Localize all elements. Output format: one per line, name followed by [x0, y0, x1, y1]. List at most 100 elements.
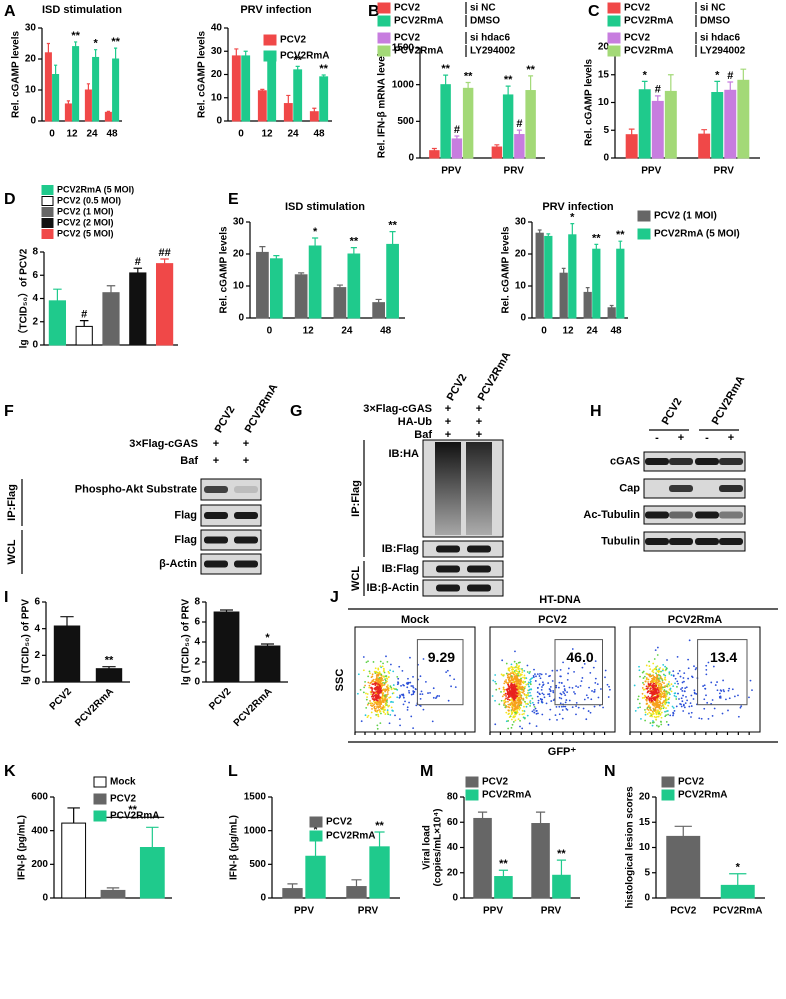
event-dot — [511, 679, 514, 682]
event-dot — [538, 675, 541, 677]
event-dot — [385, 677, 388, 680]
event-dot — [652, 691, 655, 694]
event-dot — [508, 673, 511, 676]
event-dot — [713, 707, 716, 710]
event-dot — [653, 689, 656, 692]
event-dot — [645, 677, 648, 679]
event-dot — [383, 671, 386, 674]
event-dot — [727, 709, 729, 712]
event-dot — [527, 683, 530, 686]
event-dot — [513, 716, 515, 719]
blot-strip — [643, 531, 746, 552]
event-dot — [559, 668, 562, 671]
legend-swatch — [93, 776, 107, 788]
event-dot — [665, 707, 667, 710]
event-dot — [531, 697, 534, 700]
event-dot — [528, 685, 530, 688]
event-dot — [688, 712, 690, 715]
event-dot — [525, 694, 528, 696]
event-dot — [690, 711, 693, 714]
error-bar — [546, 233, 551, 237]
event-dot — [594, 677, 597, 680]
event-dot — [523, 710, 526, 712]
y-axis-label: lg（TCID₅₀）of PCV2 — [17, 248, 30, 348]
event-dot — [561, 705, 563, 708]
event-dot — [521, 709, 524, 712]
event-dot — [554, 714, 557, 716]
event-dot — [665, 693, 668, 695]
event-dot — [646, 678, 648, 681]
event-dot — [694, 668, 697, 671]
error-bar — [54, 64, 58, 75]
y-tick-label: 40 — [211, 23, 223, 34]
event-dot — [674, 692, 677, 695]
event-dot — [680, 688, 682, 691]
event-dot — [376, 724, 379, 727]
legend-swatch — [41, 196, 54, 206]
y-tick-label: 20 — [515, 249, 527, 260]
band — [436, 565, 460, 573]
event-dot — [687, 658, 690, 661]
error-bar — [106, 887, 120, 891]
event-dot — [390, 706, 393, 709]
event-dot — [364, 684, 366, 687]
significance-label: # — [81, 308, 87, 320]
event-dot — [447, 699, 450, 702]
event-dot — [658, 670, 661, 673]
y-tick-label: 60 — [447, 817, 459, 828]
event-dot — [662, 704, 665, 707]
event-dot — [682, 677, 685, 679]
band — [234, 512, 258, 519]
legend-swatch — [465, 776, 479, 788]
legend-swatch — [41, 229, 54, 239]
event-dot — [525, 683, 528, 686]
legend-label: PCV2RmA — [280, 51, 329, 62]
blot-row-label: cGAS — [610, 455, 640, 467]
event-dot — [378, 678, 381, 681]
significance-label: ** — [441, 63, 450, 75]
significance-label: # — [135, 256, 141, 268]
event-dot — [670, 674, 673, 676]
bar — [531, 823, 550, 899]
blot-strip — [200, 504, 262, 527]
event-dot — [685, 695, 687, 698]
event-dot — [652, 689, 654, 691]
event-dot — [381, 697, 384, 700]
event-dot — [383, 682, 386, 685]
event-dot — [535, 725, 538, 728]
event-dot — [507, 693, 510, 696]
error-bar — [740, 68, 747, 81]
event-dot — [590, 698, 593, 701]
event-dot — [520, 677, 522, 680]
event-dot — [514, 715, 516, 718]
event-dot — [512, 697, 515, 700]
event-dot — [377, 667, 380, 670]
panel-label: H — [590, 403, 602, 420]
event-dot — [657, 673, 660, 676]
event-dot — [654, 649, 657, 652]
error-bar — [106, 110, 110, 113]
y-tick-label: 30 — [515, 217, 527, 228]
y-axis-label: Rel. cGAMP levels — [501, 226, 512, 314]
event-dot — [563, 692, 566, 695]
event-dot — [517, 718, 520, 721]
bar — [53, 625, 81, 683]
event-dot — [522, 697, 525, 700]
event-dot — [557, 686, 560, 689]
error-bar — [243, 50, 248, 56]
event-dot — [642, 681, 644, 684]
significance-label: ** — [499, 858, 508, 870]
event-dot — [564, 705, 567, 708]
event-dot — [374, 684, 377, 686]
event-dot — [507, 700, 509, 703]
event-dot — [651, 721, 654, 724]
event-dot — [513, 677, 516, 680]
event-dot — [571, 686, 574, 689]
event-dot — [507, 703, 510, 706]
event-dot — [408, 701, 410, 704]
event-dot — [505, 705, 508, 708]
event-dot — [523, 674, 526, 677]
event-dot — [661, 679, 664, 682]
event-dot — [410, 693, 413, 696]
event-dot — [641, 692, 644, 695]
